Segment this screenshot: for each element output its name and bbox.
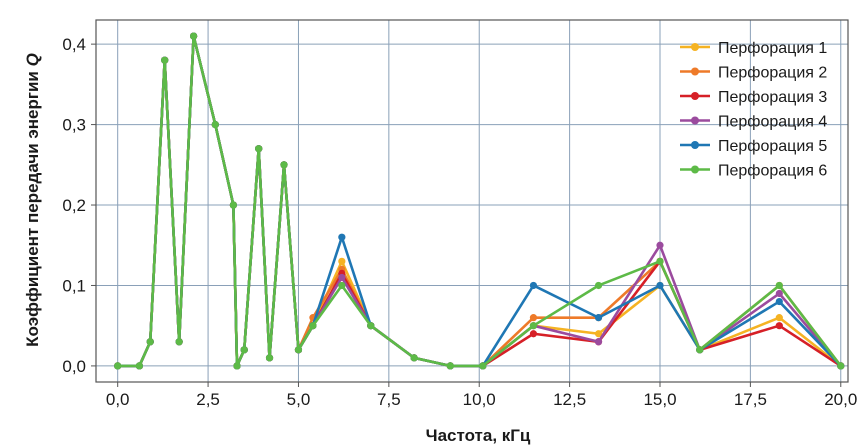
- y-tick-label: 0,1: [62, 276, 86, 295]
- data-point: [656, 257, 664, 265]
- legend-marker: [691, 141, 699, 149]
- y-axis-title-symbol: Q: [23, 53, 42, 66]
- x-tick-label: 10,0: [463, 390, 496, 409]
- data-point: [656, 241, 664, 249]
- data-point: [594, 314, 603, 322]
- legend-marker: [691, 116, 699, 125]
- data-point: [775, 289, 783, 298]
- legend-item-3: Перфорация 3: [680, 89, 827, 106]
- data-point: [280, 161, 288, 169]
- y-axis-title: Коэффициент передачи энергии Q: [23, 53, 42, 347]
- legend: Перфорация 1 Перфорация 2 Перфорация 3 Перф…: [680, 40, 827, 180]
- data-point: [775, 281, 783, 290]
- data-point: [446, 362, 454, 370]
- data-point: [594, 330, 603, 338]
- x-tick-label: 15,0: [643, 390, 676, 409]
- data-point: [529, 314, 538, 322]
- data-point: [696, 346, 704, 354]
- series-layer: [114, 32, 845, 370]
- data-point: [367, 322, 375, 330]
- y-tick-label: 0,2: [62, 196, 86, 215]
- legend-label: Перфорация 1: [718, 40, 827, 57]
- legend-item-2: Перфорация 2: [680, 65, 827, 82]
- y-tick-labels: 0,0 0,1 0,2 0,3 0,4: [62, 35, 96, 376]
- data-point: [190, 32, 198, 40]
- x-tick-label: 20,0: [824, 390, 857, 409]
- data-point: [529, 281, 538, 290]
- data-point: [294, 346, 303, 354]
- data-point: [479, 362, 487, 370]
- data-point: [114, 362, 122, 370]
- data-point: [309, 322, 317, 330]
- data-point: [255, 145, 263, 153]
- data-point: [656, 281, 664, 290]
- legend-marker: [691, 165, 699, 174]
- series-line-6: [117, 34, 842, 368]
- y-tick-label: 0,0: [62, 357, 86, 376]
- y-tick-label: 0,4: [62, 35, 86, 54]
- data-point: [211, 120, 219, 129]
- legend-marker: [691, 67, 699, 76]
- y-axis-title-main: Коэффициент передачи энергии: [23, 66, 42, 346]
- legend-label: Перфорация 5: [718, 138, 827, 155]
- legend-label: Перфорация 4: [718, 114, 827, 131]
- data-point: [775, 314, 783, 322]
- data-point: [410, 354, 418, 362]
- x-tick-label: 2,5: [196, 390, 220, 409]
- legend-label: Перфорация 2: [718, 65, 827, 82]
- data-point: [265, 354, 274, 362]
- x-tick-labels: 0,0 2,5 5,0 7,5 10,0 12,5 15,0 17,5 20,0: [106, 382, 857, 409]
- x-tick-label: 5,0: [287, 390, 311, 409]
- x-tick-label: 7,5: [377, 390, 401, 409]
- legend-label: Перфорация 3: [718, 89, 827, 106]
- data-point: [837, 362, 845, 370]
- data-point: [775, 297, 783, 306]
- data-point: [161, 56, 169, 64]
- data-point: [233, 362, 241, 370]
- data-point: [594, 281, 603, 290]
- legend-item-1: Перфорация 1: [680, 40, 827, 57]
- data-point: [529, 322, 538, 330]
- data-point: [594, 338, 603, 346]
- plot-frame: [95, 19, 849, 383]
- legend-item-6: Перфорация 6: [680, 163, 827, 180]
- legend-marker: [691, 92, 699, 100]
- legend-item-5: Перфорация 5: [680, 138, 827, 155]
- data-point: [338, 257, 346, 265]
- data-point: [529, 330, 538, 338]
- data-point: [240, 346, 248, 354]
- data-point: [146, 338, 154, 346]
- data-point: [229, 201, 237, 209]
- data-point: [135, 362, 143, 370]
- legend-marker: [691, 43, 699, 51]
- data-point: [338, 233, 346, 241]
- legend-label: Перфорация 6: [718, 163, 827, 180]
- legend-item-4: Перфорация 4: [680, 114, 827, 131]
- y-tick-label: 0,3: [62, 116, 86, 135]
- data-point: [175, 338, 183, 346]
- data-point: [338, 281, 346, 290]
- x-axis-title: Частота, кГц: [426, 426, 531, 445]
- data-point: [338, 273, 346, 282]
- x-tick-label: 0,0: [106, 390, 130, 409]
- data-point: [775, 322, 783, 330]
- series-6: [114, 32, 845, 370]
- x-tick-label: 12,5: [553, 390, 586, 409]
- x-tick-label: 17,5: [734, 390, 767, 409]
